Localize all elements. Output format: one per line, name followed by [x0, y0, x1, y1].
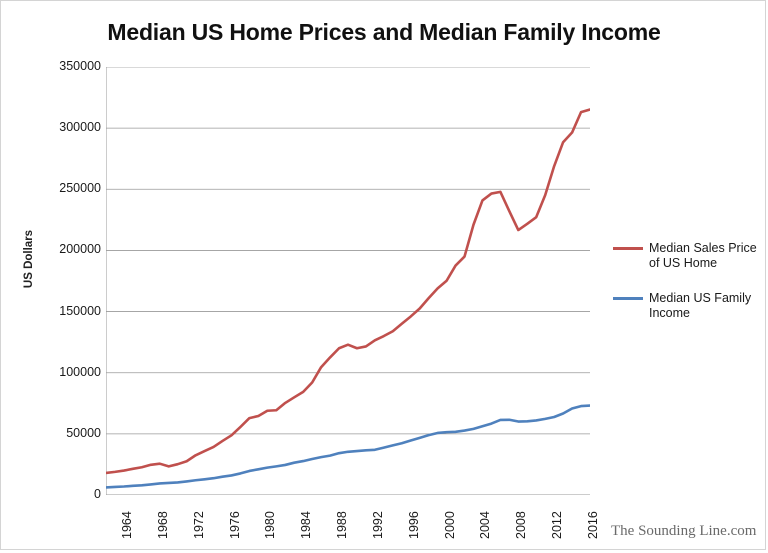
y-tick-label: 300000	[59, 120, 101, 135]
legend-label-family-income: Median US Family Income	[649, 291, 752, 320]
plot-area	[106, 67, 590, 495]
chart-title: Median US Home Prices and Median Family …	[107, 19, 661, 45]
legend-swatch-blue	[613, 297, 643, 300]
x-tick-label: 2004	[478, 511, 493, 539]
series-line-home-price	[106, 108, 590, 475]
x-tick-label: 1964	[119, 511, 134, 539]
x-tick-label: 1976	[227, 511, 242, 539]
x-tick-label: 1968	[155, 511, 170, 539]
x-tick-label: 1984	[299, 511, 314, 539]
x-tick-label: 2008	[514, 511, 529, 539]
y-tick-label: 50000	[66, 425, 101, 440]
x-tick-label: 1996	[406, 511, 421, 539]
chart-legend: Median Sales Price of US Home Median US …	[613, 241, 763, 341]
plot-svg	[106, 67, 590, 495]
x-tick-label: 1988	[335, 511, 350, 539]
y-tick-label: 0	[94, 487, 101, 501]
legend-swatch-red	[613, 247, 643, 250]
series-line-family-income	[106, 404, 590, 489]
y-tick-label: 250000	[59, 181, 101, 196]
x-tick-label: 2012	[550, 511, 565, 539]
legend-entry-family-income: Median US Family Income	[613, 291, 763, 321]
x-tick-label: 1972	[191, 511, 206, 539]
y-tick-label: 100000	[59, 364, 101, 379]
legend-label-home-price: Median Sales Price of US Home	[649, 241, 757, 270]
x-tick-label: 1992	[370, 511, 385, 539]
x-axis-tick-labels: 1964 1968 1972 1976 1980 1984 1988 1992 1996 2000…	[106, 499, 600, 545]
y-tick-label: 150000	[59, 303, 101, 318]
y-tick-label: 350000	[59, 59, 101, 73]
x-tick-label: 1980	[263, 511, 278, 539]
y-axis-tick-labels: 0 50000 100000 150000 200000 250000 300000 3500…	[31, 1, 101, 553]
x-tick-label: 2000	[442, 511, 457, 539]
watermark: The Sounding Line.com	[611, 523, 757, 539]
legend-entry-home-price: Median Sales Price of US Home	[613, 241, 763, 271]
x-tick-label: 2016	[586, 511, 601, 539]
y-tick-label: 200000	[59, 242, 101, 257]
